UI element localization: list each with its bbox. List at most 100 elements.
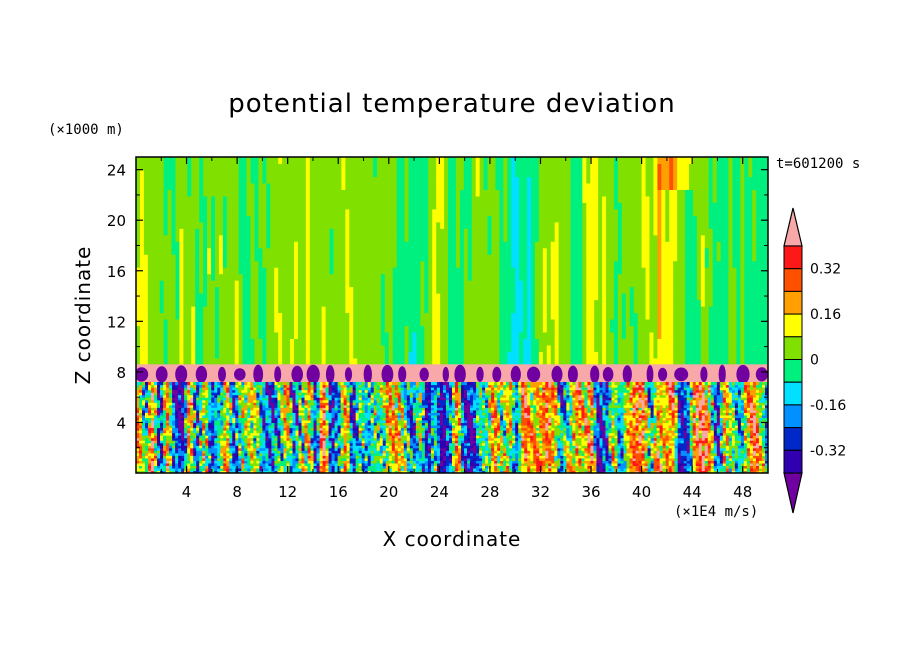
- heatmap-cell: [199, 202, 204, 210]
- heatmap-cell: [313, 195, 319, 203]
- heatmap-cell: [736, 182, 741, 190]
- heatmap-cell: [598, 325, 603, 333]
- heatmap-cell: [266, 267, 271, 275]
- heatmap-cell: [432, 273, 437, 281]
- heatmap-cell: [511, 357, 516, 365]
- heatmap-cell: [195, 286, 200, 294]
- heatmap-cell: [483, 293, 489, 301]
- heatmap-cell: [175, 260, 181, 268]
- heatmap-cell: [179, 325, 184, 333]
- heatmap-cell: [649, 241, 655, 249]
- heatmap-cell: [554, 344, 560, 352]
- heatmap-cell: [365, 305, 370, 314]
- heatmap-cell: [712, 163, 718, 171]
- heatmap-cell: [566, 254, 572, 262]
- heatmap-cell: [222, 195, 228, 203]
- heatmap-cell: [313, 305, 319, 314]
- heatmap-cell: [689, 169, 694, 178]
- heatmap-cell: [365, 169, 370, 178]
- heatmap-cell: [590, 344, 595, 352]
- heatmap-cell: [570, 189, 576, 197]
- heatmap-cell: [175, 318, 181, 327]
- heatmap-cell: [380, 351, 386, 359]
- heatmap-cell: [700, 286, 706, 294]
- heatmap-cell: [329, 273, 335, 281]
- heatmap-cell: [455, 195, 461, 203]
- heatmap-cell: [641, 221, 647, 229]
- heatmap-cell: [392, 195, 398, 203]
- heatmap-cell: [226, 305, 232, 314]
- heatmap-cell: [353, 293, 358, 301]
- heatmap-cell: [333, 241, 339, 249]
- heatmap-cell: [594, 260, 599, 268]
- heatmap-cell: [440, 163, 445, 171]
- heatmap-cell: [238, 241, 244, 249]
- heatmap-cell: [452, 157, 457, 165]
- heatmap-cell: [238, 357, 244, 365]
- heatmap-cell: [380, 273, 386, 281]
- heatmap-cell: [621, 305, 627, 314]
- heatmap-cell: [282, 157, 287, 165]
- heatmap-cell: [487, 241, 493, 249]
- heatmap-cell: [163, 208, 169, 216]
- heatmap-cell: [487, 221, 493, 229]
- heatmap-cell: [388, 163, 394, 171]
- heatmap-cell: [673, 299, 678, 307]
- heatmap-cell: [728, 267, 734, 275]
- heatmap-cell: [673, 351, 678, 359]
- heatmap-cell: [519, 267, 524, 275]
- heatmap-cell: [515, 286, 520, 294]
- heatmap-cell: [598, 260, 603, 268]
- heatmap-cell: [440, 338, 445, 346]
- heatmap-cell: [215, 208, 220, 216]
- heatmap-cell: [234, 234, 240, 242]
- heatmap-cell: [629, 234, 635, 242]
- heatmap-cell: [459, 305, 465, 314]
- heatmap-cell: [641, 267, 647, 275]
- heatmap-cell: [345, 215, 350, 223]
- heatmap-cell: [329, 351, 335, 359]
- heatmap-cell: [436, 273, 441, 281]
- heatmap-cell: [218, 169, 224, 178]
- heatmap-cell: [404, 202, 410, 210]
- heatmap-cell: [728, 157, 734, 165]
- heatmap-cell: [376, 273, 382, 281]
- heatmap-cell: [139, 293, 145, 301]
- heatmap-cell: [297, 176, 303, 184]
- heatmap-cell: [728, 241, 734, 249]
- heatmap-cell: [696, 318, 702, 327]
- heatmap-cell: [455, 234, 461, 242]
- heatmap-cell: [151, 241, 157, 249]
- heatmap-cell: [179, 195, 184, 203]
- heatmap-cell: [376, 286, 382, 294]
- heatmap-cell: [207, 221, 212, 229]
- heatmap-cell: [598, 351, 603, 359]
- heatmap-cell: [523, 228, 528, 236]
- heatmap-cell: [546, 267, 552, 275]
- heatmap-cell: [448, 293, 453, 301]
- heatmap-cell: [499, 273, 504, 281]
- heatmap-cell: [329, 202, 335, 210]
- heatmap-cell: [511, 202, 516, 210]
- heatmap-cell: [353, 325, 358, 333]
- heatmap-cell: [519, 189, 524, 197]
- heatmap-cell: [503, 267, 508, 275]
- heatmap-cell: [700, 351, 706, 359]
- heatmap-cell: [578, 293, 583, 301]
- heatmap-cell: [365, 286, 370, 294]
- heatmap-cell: [282, 286, 287, 294]
- heatmap-cell: [586, 221, 591, 229]
- heatmap-cell: [503, 163, 508, 171]
- heatmap-cell: [515, 169, 520, 178]
- heatmap-cell: [610, 331, 615, 339]
- heatmap-cell: [333, 325, 339, 333]
- heatmap-cell: [171, 241, 177, 249]
- heatmap-cell: [736, 293, 741, 301]
- heatmap-cell: [696, 176, 702, 184]
- heatmap-cell: [159, 182, 165, 190]
- heatmap-cell: [325, 325, 331, 333]
- heatmap-cell: [416, 247, 421, 255]
- heatmap-cell: [487, 247, 493, 255]
- heatmap-cell: [740, 351, 745, 359]
- heatmap-cell: [321, 280, 327, 288]
